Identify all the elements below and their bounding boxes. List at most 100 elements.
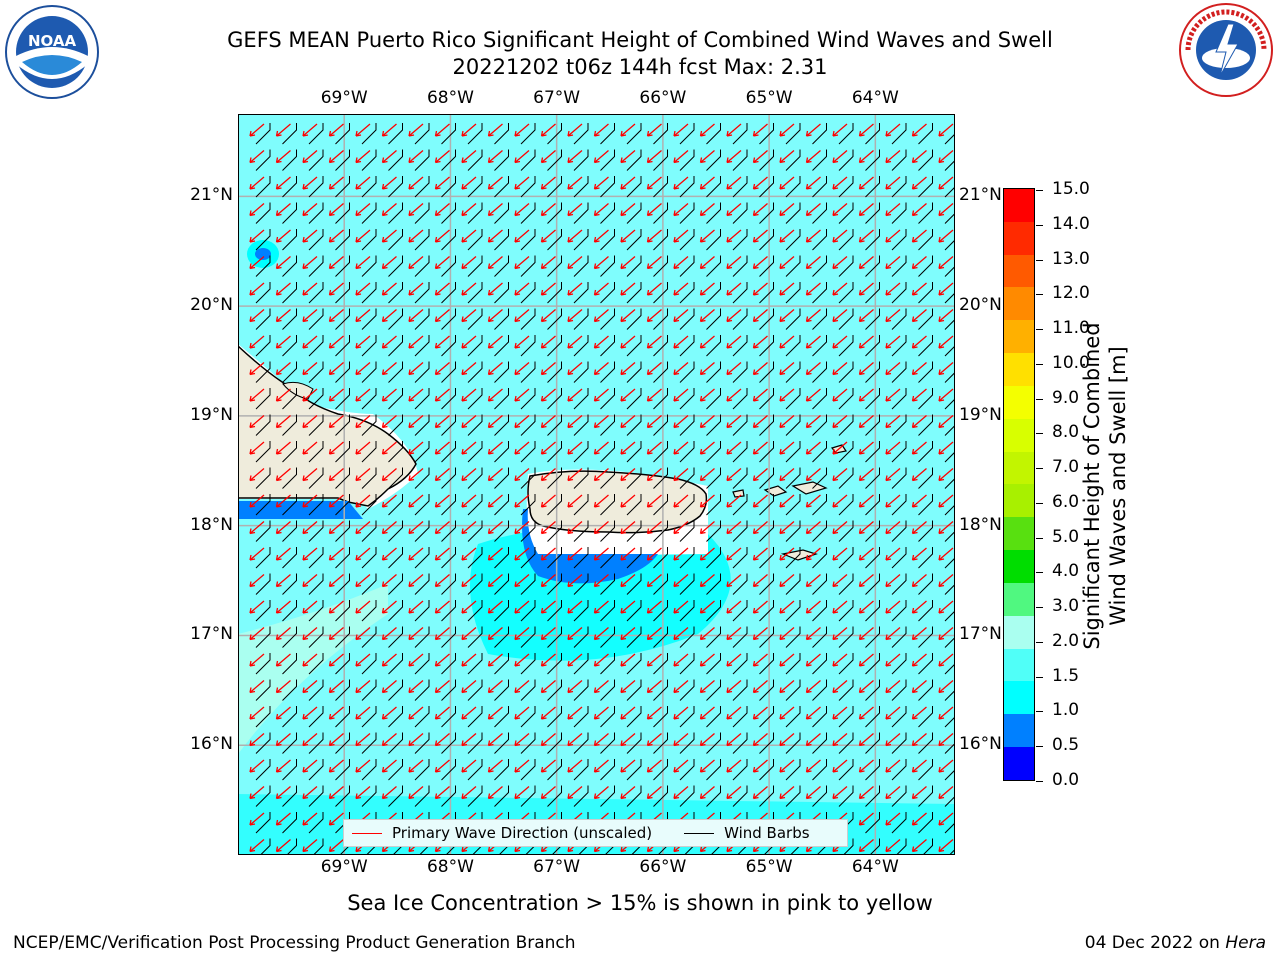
wind-barb xyxy=(308,759,324,781)
wave-direction-arrow xyxy=(726,309,742,323)
wave-direction-arrow xyxy=(646,627,662,641)
wind-barb xyxy=(918,202,933,224)
wave-direction-arrow xyxy=(646,150,662,164)
wind-barb xyxy=(706,732,721,754)
wind-barb xyxy=(891,229,907,251)
wind-barb xyxy=(626,785,642,807)
wave-direction-arrow xyxy=(355,574,371,588)
wave-direction-arrow xyxy=(673,415,689,429)
wave-direction-arrow xyxy=(885,123,901,137)
wave-direction-arrow xyxy=(381,600,397,614)
wind-barb xyxy=(600,573,615,595)
wind-barb xyxy=(706,335,721,357)
wind-barb xyxy=(441,494,456,516)
wave-direction-arrow xyxy=(885,335,901,349)
wave-direction-arrow xyxy=(620,627,636,641)
wind-barb xyxy=(838,732,854,754)
wave-direction-arrow xyxy=(461,415,477,429)
wave-direction-arrow xyxy=(699,627,715,641)
wind-barb xyxy=(891,441,907,463)
wave-direction-arrow xyxy=(752,706,768,720)
wave-direction-arrow xyxy=(885,706,901,720)
wind-barb xyxy=(494,149,509,171)
wind-barb xyxy=(335,679,350,701)
wind-barb xyxy=(653,149,668,171)
wind-barb xyxy=(547,335,562,357)
wave-direction-arrow xyxy=(911,521,927,535)
wind-barb xyxy=(520,653,536,675)
wave-direction-arrow xyxy=(938,786,954,800)
wave-direction-arrow xyxy=(302,574,318,588)
wave-direction-arrow xyxy=(832,362,848,376)
wave-direction-arrow xyxy=(699,256,715,270)
wave-direction-arrow xyxy=(540,733,556,747)
wind-barb xyxy=(812,547,827,569)
wave-direction-arrow xyxy=(487,309,503,323)
wind-barb xyxy=(732,388,748,410)
wind-barb xyxy=(441,653,456,675)
wind-barb xyxy=(255,123,271,145)
wave-direction-arrow xyxy=(646,521,662,535)
wind-barb xyxy=(547,467,562,489)
nws-logo-icon xyxy=(1178,2,1274,98)
wind-barb xyxy=(653,785,668,807)
wave-direction-arrow xyxy=(302,282,318,296)
wind-barb xyxy=(308,732,324,754)
wind-barb xyxy=(759,123,774,145)
wave-direction-arrow xyxy=(355,388,371,402)
wind-barb xyxy=(838,573,854,595)
sea-ice-caption: Sea Ice Concentration > 15% is shown in … xyxy=(347,891,933,915)
wave-direction-arrow xyxy=(355,653,371,667)
wave-direction-arrow xyxy=(593,600,609,614)
wind-barb xyxy=(891,679,907,701)
wind-barb xyxy=(706,176,721,198)
wind-barb xyxy=(308,653,324,675)
wave-direction-arrow xyxy=(328,176,344,190)
wave-direction-arrow xyxy=(938,309,954,323)
wave-direction-arrow xyxy=(779,176,795,190)
wind-barb xyxy=(759,573,774,595)
wave-direction-arrow xyxy=(779,653,795,667)
wave-direction-arrow xyxy=(752,335,768,349)
wave-direction-arrow xyxy=(328,680,344,694)
wind-barb xyxy=(282,626,297,648)
wave-direction-arrow xyxy=(805,653,821,667)
wave-direction-arrow xyxy=(302,123,318,137)
wave-direction-arrow xyxy=(752,627,768,641)
wind-barb xyxy=(944,451,955,463)
wave-direction-arrow xyxy=(726,521,742,535)
wind-barb xyxy=(388,759,403,781)
wind-barb xyxy=(626,255,642,277)
wave-direction-arrow xyxy=(408,335,424,349)
wave-direction-arrow xyxy=(593,653,609,667)
wave-direction-arrow xyxy=(567,653,583,667)
wind-barb xyxy=(494,759,509,781)
wave-direction-arrow xyxy=(620,653,636,667)
colorbar-tick-label: 5.0 xyxy=(1052,526,1080,547)
wind-barb xyxy=(494,282,509,304)
wave-direction-arrow xyxy=(408,627,424,641)
wave-direction-arrow xyxy=(487,335,503,349)
wind-barb xyxy=(255,282,271,304)
wave-direction-arrow xyxy=(832,150,848,164)
wave-direction-arrow xyxy=(355,309,371,323)
wave-direction-arrow xyxy=(249,627,265,641)
wave-direction-arrow xyxy=(726,203,742,217)
wave-direction-arrow xyxy=(673,309,689,323)
footer-date: 04 Dec 2022 on Hera xyxy=(1085,933,1266,953)
wave-direction-arrow xyxy=(381,441,397,455)
wave-direction-arrow xyxy=(593,759,609,773)
wave-direction-arrow xyxy=(408,150,424,164)
wind-barb xyxy=(891,335,907,357)
wind-barb xyxy=(467,176,483,198)
wave-direction-arrow xyxy=(514,388,530,402)
wind-barb xyxy=(361,202,377,224)
noaa-logo-text: NOAA xyxy=(28,32,77,50)
wind-barb xyxy=(679,282,695,304)
wind-barb xyxy=(732,202,748,224)
wind-barb xyxy=(918,388,933,410)
wave-direction-arrow xyxy=(752,680,768,694)
wave-direction-arrow xyxy=(302,706,318,720)
wave-direction-arrow xyxy=(593,362,609,376)
wind-barb xyxy=(335,308,350,330)
